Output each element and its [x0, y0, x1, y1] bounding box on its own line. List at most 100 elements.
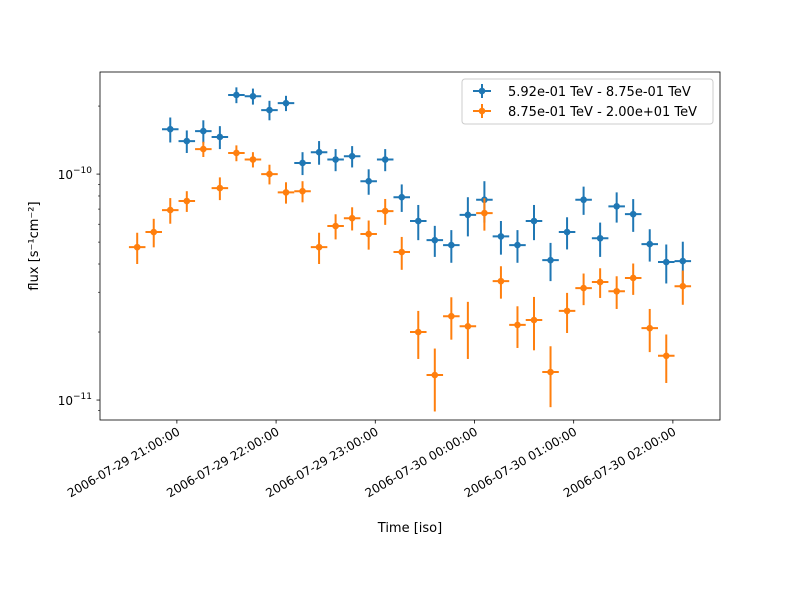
point-marker	[679, 282, 687, 290]
data-point	[509, 230, 526, 263]
point-marker	[166, 125, 174, 133]
data-point	[310, 141, 328, 165]
data-point	[509, 306, 526, 348]
point-marker	[200, 127, 207, 135]
point-marker	[282, 189, 290, 196]
data-point	[211, 126, 229, 150]
point-marker	[332, 222, 339, 230]
data-point	[327, 149, 344, 172]
data-point	[128, 232, 146, 265]
data-point	[195, 141, 212, 158]
data-point	[443, 230, 460, 263]
point-marker	[580, 284, 587, 292]
point-marker	[431, 236, 439, 244]
plot-frame	[99, 71, 721, 421]
point-marker	[414, 217, 422, 225]
point-marker	[266, 106, 273, 114]
data-point	[277, 182, 295, 204]
point-marker	[629, 274, 637, 282]
point-marker	[282, 99, 290, 107]
data-point	[558, 217, 576, 250]
point-marker	[233, 149, 240, 157]
point-marker	[216, 184, 224, 192]
point-marker	[183, 197, 191, 205]
data-point	[261, 100, 278, 121]
data-point	[426, 225, 444, 257]
data-point	[360, 169, 377, 195]
data-point	[343, 207, 361, 231]
point-marker	[133, 243, 141, 251]
series-2	[128, 141, 692, 412]
point-marker	[398, 193, 406, 201]
data-point	[410, 204, 427, 241]
data-point	[476, 198, 493, 231]
legend-frame	[461, 78, 714, 125]
data-point	[641, 308, 658, 353]
data-point	[459, 301, 477, 359]
data-marks	[128, 87, 692, 412]
data-point	[575, 273, 592, 306]
data-point	[244, 88, 262, 105]
y-axis-ticks: 10−10 10−11	[58, 105, 100, 411]
point-marker	[613, 203, 620, 210]
data-point	[624, 199, 642, 232]
data-point	[525, 204, 543, 241]
point-marker	[348, 214, 356, 222]
point-marker	[150, 228, 158, 236]
point-marker	[299, 187, 306, 195]
data-point	[658, 244, 675, 284]
data-point	[376, 149, 394, 172]
point-marker	[166, 206, 174, 214]
data-point	[542, 346, 559, 408]
point-marker	[332, 156, 339, 163]
legend: 5.92e-01 TeV - 8.75e-01 TeV 8.75e-01 TeV…	[461, 78, 714, 125]
point-marker	[530, 217, 538, 225]
legend-marker-series-2	[473, 104, 491, 118]
point-marker	[216, 133, 224, 141]
point-marker	[464, 323, 472, 330]
point-marker	[414, 328, 422, 336]
data-point	[228, 87, 245, 104]
point-marker	[315, 148, 323, 156]
y-tick-label: 10−10	[58, 166, 93, 182]
point-marker	[299, 159, 306, 167]
point-marker	[200, 145, 207, 153]
point-marker	[365, 230, 372, 238]
point-marker	[596, 234, 604, 242]
point-marker	[431, 371, 439, 379]
data-point	[542, 242, 559, 282]
point-marker	[547, 368, 554, 376]
data-point	[360, 220, 377, 250]
data-point	[294, 152, 311, 176]
y-tick-label: 10−11	[58, 392, 92, 408]
point-marker	[365, 177, 372, 185]
point-marker	[249, 156, 257, 163]
point-marker	[563, 228, 571, 236]
data-point	[393, 184, 410, 212]
point-marker	[464, 211, 472, 219]
data-point	[162, 117, 179, 143]
point-marker	[348, 152, 356, 160]
point-marker	[381, 207, 389, 215]
data-point	[492, 220, 510, 255]
data-point	[591, 222, 609, 257]
data-point	[195, 120, 212, 144]
point-marker	[497, 233, 505, 240]
point-marker	[448, 241, 455, 249]
point-marker	[580, 196, 587, 204]
data-point	[674, 270, 692, 305]
point-marker	[315, 243, 323, 251]
data-point	[294, 181, 311, 203]
legend-point	[478, 87, 486, 95]
data-point	[393, 236, 410, 270]
data-point	[591, 268, 609, 298]
point-marker	[530, 316, 538, 324]
data-point	[492, 266, 510, 299]
legend-label-series-1: 5.92e-01 TeV - 8.75e-01 TeV	[508, 85, 691, 100]
point-marker	[249, 92, 257, 100]
data-point	[459, 197, 477, 237]
data-point	[608, 276, 625, 309]
point-marker	[596, 278, 604, 286]
point-marker	[662, 352, 670, 360]
